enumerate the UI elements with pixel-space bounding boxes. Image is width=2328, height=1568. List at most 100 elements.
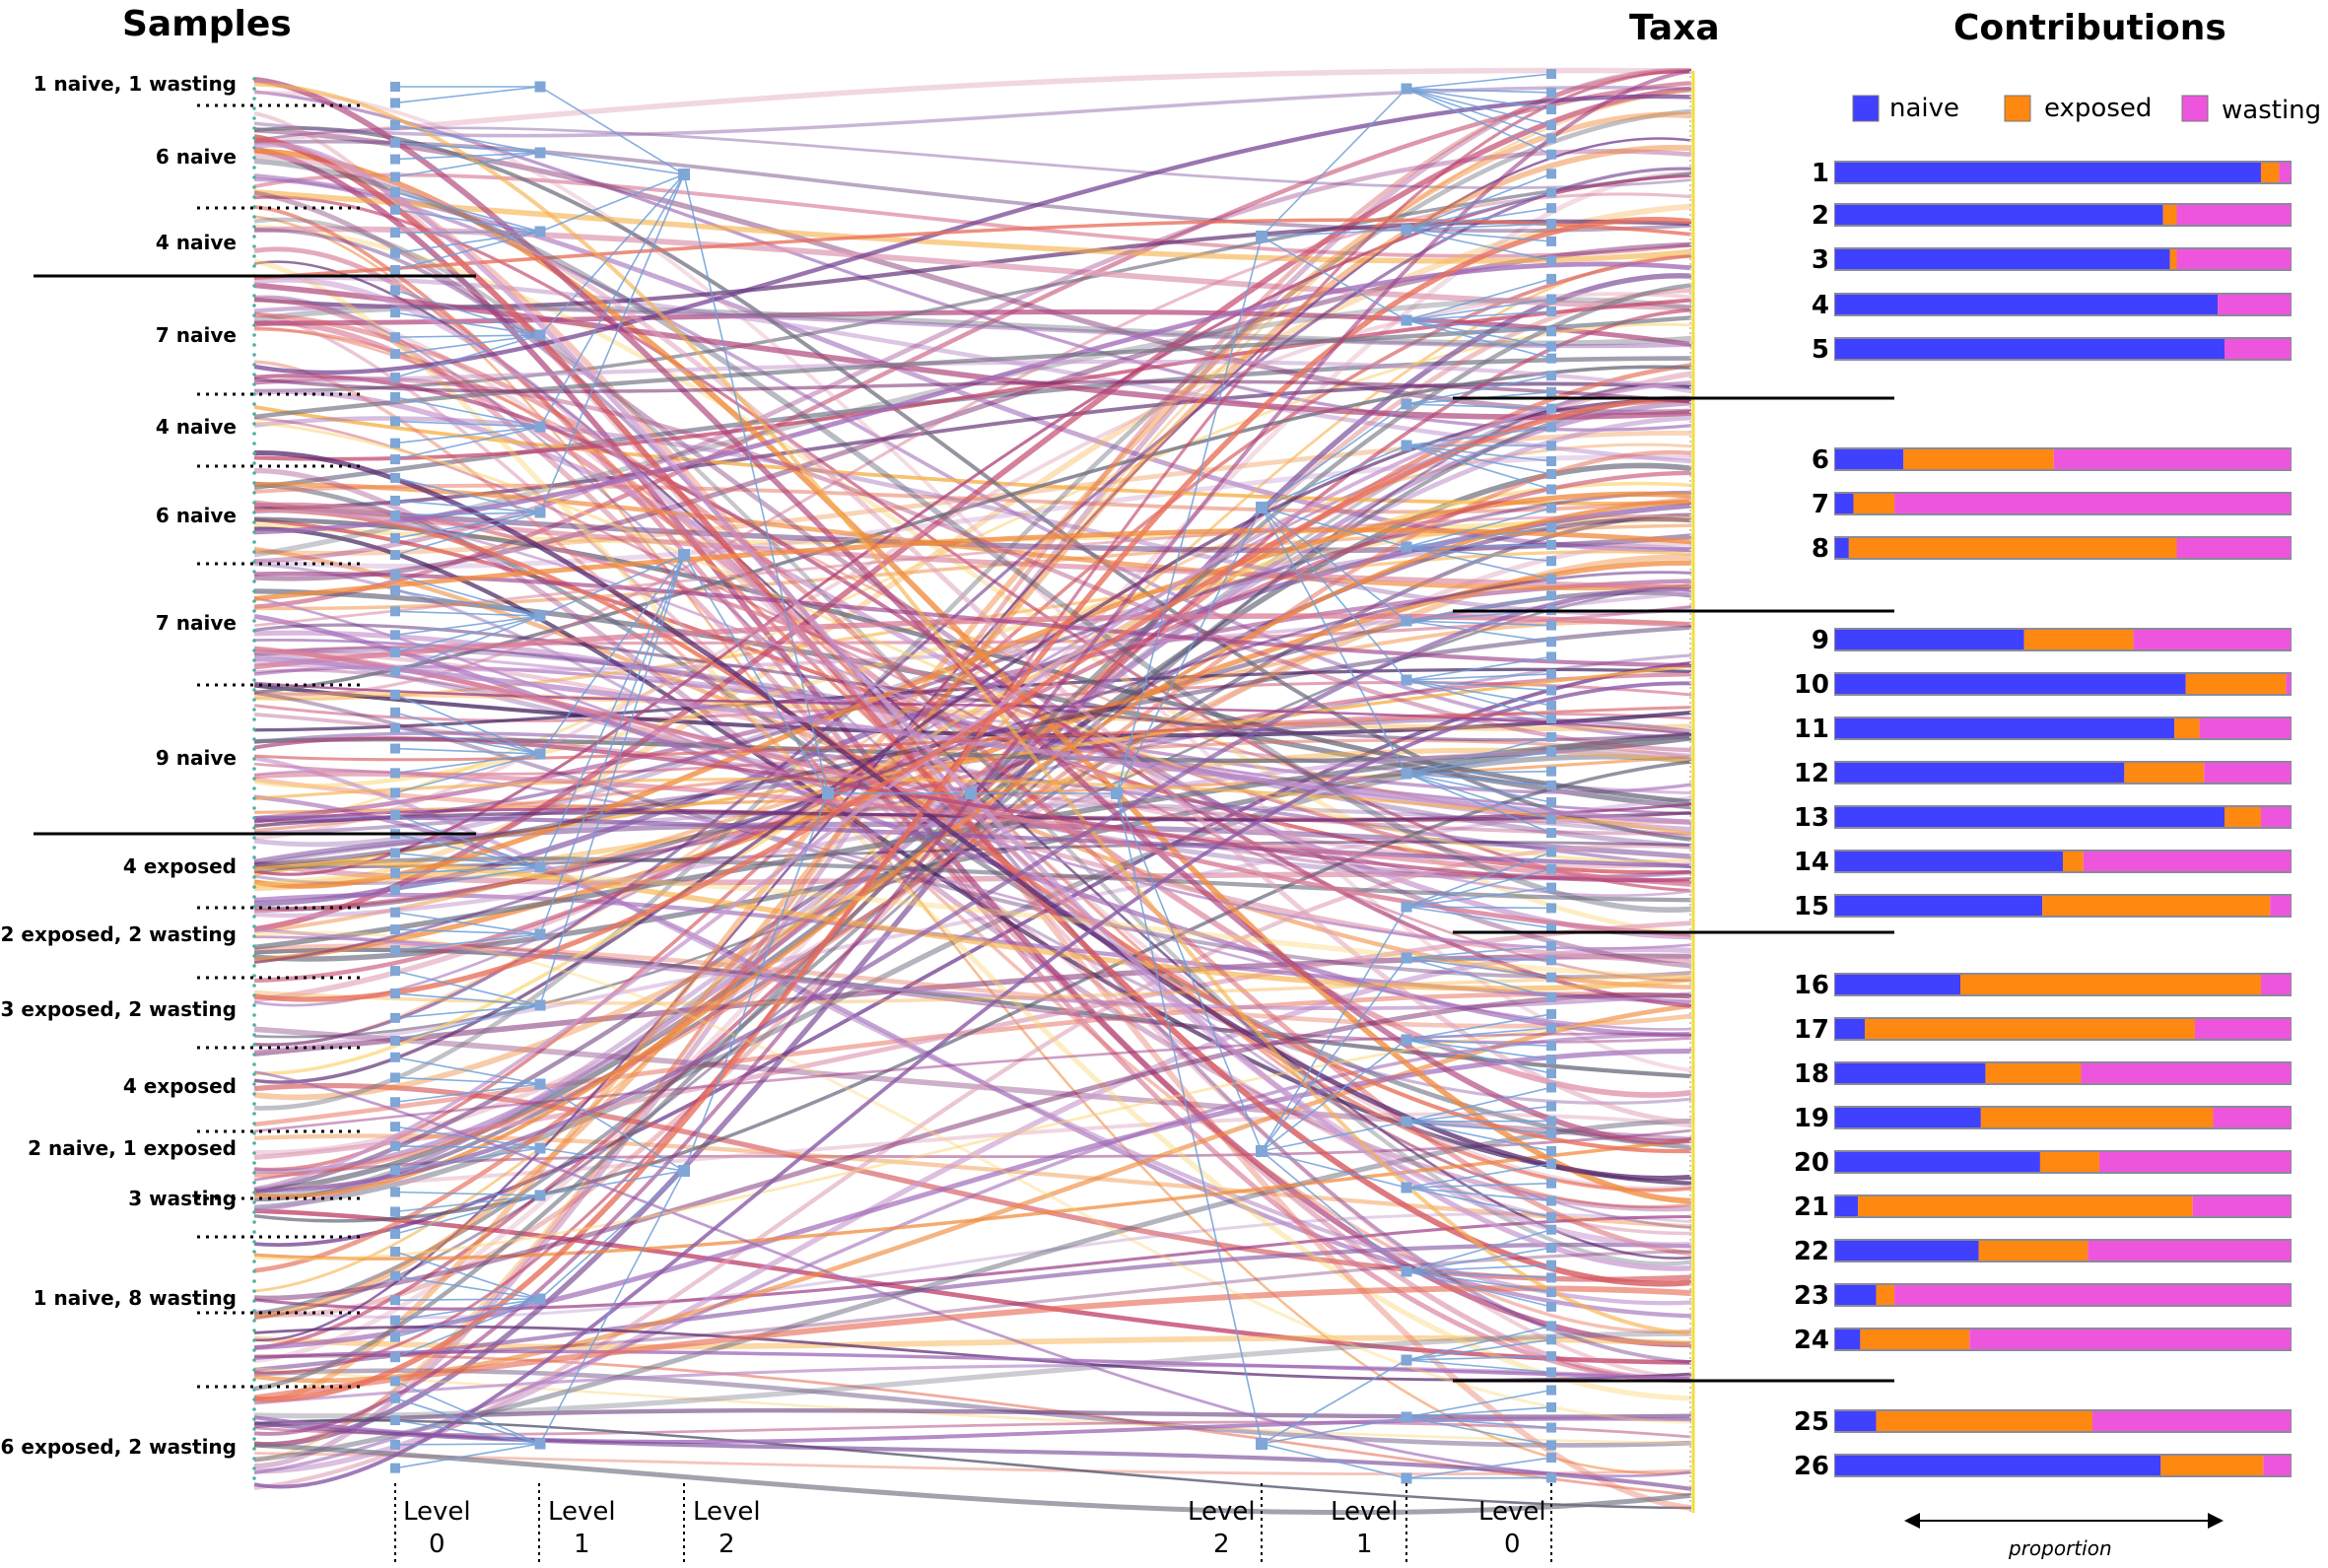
level0-node-right — [1546, 203, 1556, 214]
tree-edge — [394, 1298, 541, 1302]
level1-node-left — [534, 861, 546, 873]
sample-dot — [252, 451, 256, 455]
tree-edge — [1405, 319, 1552, 333]
tree-edge — [1261, 1121, 1407, 1152]
tree-edge — [394, 511, 541, 556]
sample-dot — [252, 442, 256, 445]
bar-segment-wasting — [2218, 295, 2291, 314]
contribution-row: 2 — [1812, 201, 2292, 231]
edge-curve — [253, 481, 1692, 1076]
level0-node-right — [1546, 1211, 1556, 1222]
tree-edge — [394, 1191, 541, 1196]
sample-dot — [252, 244, 256, 248]
sample-dot — [252, 1476, 256, 1480]
contribution-row: 26 — [1794, 1452, 2292, 1481]
bar-segment-wasting — [2213, 1108, 2291, 1127]
level0-node-right — [1546, 69, 1556, 79]
sample-dot — [252, 1319, 256, 1323]
level0-node-right — [1546, 847, 1556, 857]
sample-dot — [252, 1279, 256, 1283]
level0-node-left — [390, 689, 400, 700]
sample-dot — [252, 146, 256, 150]
tree-edge — [394, 1057, 541, 1085]
sample-dot — [252, 97, 256, 101]
level0-node-left — [390, 1140, 400, 1151]
contribution-row: 20 — [1794, 1148, 2292, 1178]
edge-curve — [253, 1418, 1692, 1510]
sample-group-label: 6 exposed, 2 wasting — [1, 1435, 237, 1459]
sample-dot — [252, 392, 256, 396]
level0-node-right — [1546, 403, 1556, 414]
tree-edge — [1261, 1039, 1407, 1152]
proportion-label: proportion — [2008, 1536, 2112, 1560]
level0-node-right — [1546, 1321, 1556, 1331]
tree-edge — [1405, 1457, 1552, 1479]
sample-dot — [252, 1191, 256, 1194]
sample-dot — [252, 294, 256, 298]
tree-edge — [1405, 1105, 1552, 1123]
contribution-row: 23 — [1794, 1281, 2292, 1311]
edge-curve — [253, 613, 1692, 670]
level0-node-right — [1546, 503, 1556, 513]
tree-edge — [1261, 403, 1407, 509]
level1-node-left — [534, 1438, 546, 1450]
sample-dot — [252, 1151, 256, 1155]
tree-edge — [1405, 620, 1552, 627]
contribution-bars: 1234567891011121314151617181920212223242… — [1794, 159, 2292, 1481]
tree-edge — [1405, 426, 1552, 446]
tree-edge — [1405, 444, 1552, 491]
bar-segment-wasting — [1969, 1329, 2291, 1349]
sample-dot — [252, 875, 256, 879]
tree-edge — [1405, 172, 1552, 231]
level0-node-left — [390, 1439, 400, 1450]
sample-dot — [252, 1240, 256, 1244]
sample-dot — [252, 1417, 256, 1421]
level2-node-left — [678, 1165, 690, 1177]
edge-curve — [253, 111, 1692, 1380]
bar-segment-naive — [1835, 1196, 1859, 1216]
tree-edge — [539, 173, 685, 428]
sample-dot — [252, 225, 256, 229]
tree-edge — [394, 833, 541, 868]
level-label-left-1: Level — [548, 1497, 616, 1527]
sample-dot — [252, 1260, 256, 1263]
row-number: 6 — [1812, 445, 1829, 475]
level0-node-left — [390, 606, 400, 617]
bar-segment-naive — [1835, 1241, 1979, 1261]
level0-node-right — [1546, 218, 1556, 229]
contribution-row: 8 — [1812, 534, 2292, 564]
bar-segment-exposed — [2023, 630, 2134, 649]
tree-edge — [394, 231, 541, 234]
tree-edge — [1405, 1027, 1552, 1041]
level0-node-left — [390, 1415, 400, 1426]
edge-curve — [253, 1363, 1692, 1405]
bar-segment-naive — [1835, 1019, 1866, 1039]
tree-edge — [1405, 594, 1552, 622]
tree-edge — [1405, 1120, 1552, 1123]
level0-node-right — [1546, 814, 1556, 825]
tree-edge — [539, 1147, 685, 1172]
sample-dot — [252, 560, 256, 564]
level0-node-left — [390, 848, 400, 858]
level0-node-left — [390, 533, 400, 544]
level0-node-left — [390, 495, 400, 506]
level1-node-right — [1401, 952, 1412, 964]
edge-curve — [253, 356, 1692, 491]
sample-group-label: 2 naive, 1 exposed — [28, 1136, 237, 1160]
level0-node-right — [1546, 133, 1556, 144]
sample-dot — [252, 698, 256, 702]
level0-node-right — [1546, 1068, 1556, 1079]
tree-edge — [1405, 546, 1552, 580]
bar-segment-naive — [1835, 896, 2043, 916]
edge-curve — [253, 586, 1692, 1193]
edge-curve — [253, 571, 1692, 964]
level0-node-left — [390, 1315, 400, 1326]
sample-group-label: 2 exposed, 2 wasting — [1, 922, 237, 946]
sample-dot — [252, 648, 256, 652]
level-number-right-0: 0 — [1504, 1530, 1521, 1559]
tree-edge — [394, 420, 541, 428]
sample-dot — [252, 353, 256, 357]
tree-edge — [1405, 1389, 1552, 1418]
sample-dot — [252, 708, 256, 712]
edge-bundle — [253, 67, 1692, 1516]
